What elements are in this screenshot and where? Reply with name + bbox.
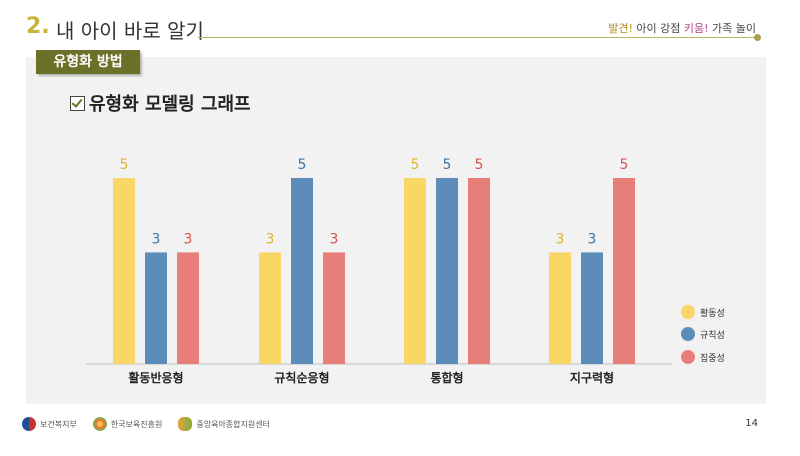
tagline-part-1: 발견! — [608, 22, 633, 35]
bar-value-label: 5 — [443, 157, 452, 173]
bar-2-1 — [436, 178, 458, 364]
footer-logos: 보건복지부 한국보육진흥원 중앙육아종합지원센터 — [22, 414, 270, 434]
bar-value-label: 5 — [475, 157, 484, 173]
legend-label: 집중성 — [700, 352, 725, 364]
logo-central-center-label: 중앙육아종합지원센터 — [196, 419, 270, 429]
legend-marker — [681, 350, 695, 364]
bar-value-label: 3 — [556, 231, 565, 247]
bar-1-1 — [291, 178, 313, 364]
bar-2-2 — [468, 178, 490, 364]
logo-mohw-label: 보건복지부 — [40, 419, 77, 429]
bar-0-2 — [177, 252, 199, 364]
chart-heading: 유형화 모델링 그래프 — [70, 90, 251, 116]
logo-kcpi-label: 한국보육진흥원 — [110, 419, 163, 429]
bar-2-0 — [404, 178, 426, 364]
central-center-emblem-icon — [178, 417, 193, 431]
bar-0-0 — [113, 178, 135, 364]
page-number: 14 — [745, 418, 758, 429]
legend-marker — [681, 327, 695, 341]
bar-value-label: 5 — [298, 157, 307, 173]
tagline-part-4: 가족 놀이 — [708, 22, 756, 35]
bar-value-label: 5 — [120, 157, 129, 173]
logo-mohw: 보건복지부 — [22, 417, 77, 431]
bar-value-label: 3 — [266, 231, 275, 247]
bar-3-2 — [613, 178, 635, 364]
section-number: 2. — [26, 14, 50, 39]
bar-3-0 — [549, 252, 571, 364]
checkbox-icon — [70, 95, 85, 111]
category-label: 통합형 — [430, 370, 463, 385]
chart-title: 유형화 모델링 그래프 — [89, 94, 251, 115]
bar-value-label: 3 — [588, 231, 597, 247]
page-title: 내 아이 바로 알기 — [56, 19, 204, 43]
logo-central-center: 중앙육아종합지원센터 — [178, 417, 270, 431]
category-label: 규칙순응형 — [274, 370, 329, 385]
bar-value-label: 5 — [411, 157, 420, 173]
bar-0-1 — [145, 252, 167, 364]
section-tab: 유형화 방법 — [36, 50, 140, 74]
logo-kcpi: 한국보육진흥원 — [92, 417, 163, 431]
tagline: 발견! 아이 강점 키움! 가족 놀이 — [608, 20, 756, 36]
bar-1-0 — [259, 252, 281, 364]
bar-value-label: 3 — [184, 231, 193, 247]
header-divider — [198, 37, 756, 38]
bar-value-label: 5 — [620, 157, 629, 173]
tagline-part-3: 키움! — [683, 22, 709, 35]
bar-1-2 — [323, 252, 345, 364]
category-label: 지구력형 — [570, 370, 614, 385]
bar-value-label: 3 — [330, 231, 339, 247]
bar-3-1 — [581, 252, 603, 364]
legend-label: 규칙성 — [700, 330, 725, 341]
kcpi-emblem-icon — [92, 417, 107, 431]
tagline-part-2: 아이 강점 — [632, 22, 684, 35]
header-divider-dot — [754, 34, 761, 41]
legend-label: 활동성 — [700, 307, 725, 319]
legend-marker — [681, 305, 695, 319]
category-label: 활동반응형 — [128, 370, 183, 385]
bar-value-label: 3 — [152, 231, 161, 247]
mohw-emblem-icon — [22, 417, 36, 431]
